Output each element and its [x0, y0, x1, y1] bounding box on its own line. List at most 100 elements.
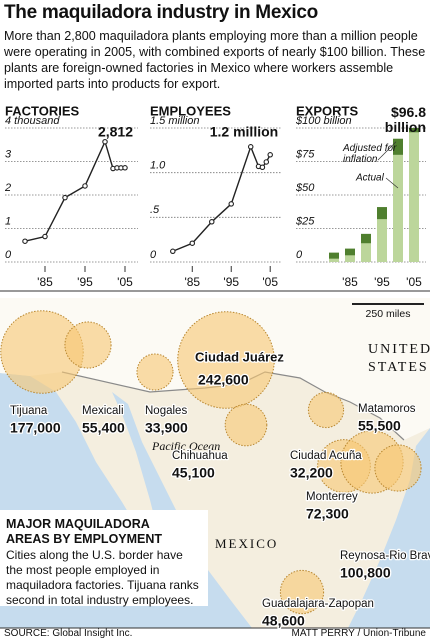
x-tick-label: '95 — [223, 275, 239, 289]
city-value: 242,600 — [198, 372, 249, 388]
city-value: 48,600 — [262, 613, 305, 629]
city-value: 33,900 — [145, 420, 188, 436]
city-name: Ciudad Juárez — [195, 349, 284, 364]
city-value: 45,100 — [172, 465, 215, 481]
box-heading: MAJOR MAQUILADORA AREAS BY EMPLOYMENT — [6, 517, 163, 546]
y-tick-label: .5 — [150, 204, 160, 216]
y-tick-label: 4 thousand — [5, 115, 60, 127]
chart-title: EMPLOYEES — [150, 103, 231, 118]
border — [61, 371, 405, 441]
bar — [377, 219, 387, 262]
point — [263, 159, 270, 165]
bar — [409, 132, 419, 262]
y-tick-label: 0 — [150, 249, 157, 261]
point — [62, 194, 68, 201]
source: SOURCE: Global Insight Inc. — [4, 628, 133, 639]
point — [170, 248, 176, 255]
city-name: Guadalajara-Zapopan — [262, 598, 374, 610]
city-name: Tijuana — [10, 405, 48, 417]
city-value: 55,400 — [82, 420, 125, 436]
value-label: 1.2 million — [210, 124, 278, 140]
y-tick-label: 3 — [5, 148, 12, 160]
city-bubble — [279, 569, 325, 615]
point — [102, 138, 108, 145]
point — [22, 238, 28, 244]
text-line: inflation — [343, 154, 378, 165]
city-name: Nogales — [145, 405, 187, 417]
point — [42, 233, 48, 240]
point — [122, 165, 128, 171]
city-name: Mexicali — [82, 405, 124, 417]
city-name: Chihuahua — [172, 450, 228, 462]
y-tick-label: 1 — [5, 215, 11, 227]
city-bubble — [374, 444, 422, 492]
city-value: 100,800 — [340, 565, 391, 581]
city-bubble — [177, 311, 275, 409]
country-label: MEXICO — [215, 536, 278, 551]
city-bubble — [136, 353, 174, 391]
text-line: $96.8 — [391, 104, 426, 120]
intro: More than 2,800 maquiladora plants emplo… — [4, 29, 426, 91]
city-name: Ciudad Acuña — [290, 450, 362, 462]
line — [24, 139, 126, 242]
y-tick-label: $25 — [295, 215, 315, 227]
chart-title: EXPORTS — [296, 103, 358, 118]
credit: MATT PERRY / Union-Tribune — [291, 628, 427, 639]
city-name: Monterrey — [306, 491, 358, 503]
y-tick-label: 0 — [296, 249, 303, 261]
chart-title: FACTORIES — [5, 103, 79, 118]
ocean-label: Pacific Ocean — [151, 439, 220, 453]
bar — [329, 258, 339, 262]
value-label: 2,812 — [98, 124, 133, 140]
city-value: 72,300 — [306, 506, 349, 522]
y-tick-label: 1.5 million — [150, 115, 200, 127]
leader — [385, 177, 399, 189]
x-tick-label: '05 — [406, 275, 422, 289]
text-box — [0, 510, 208, 606]
x-tick-label: '05 — [117, 275, 133, 289]
scale-label: 250 miles — [366, 308, 411, 320]
city-name: Matamoros — [358, 403, 416, 415]
x-tick-label: '95 — [374, 275, 390, 289]
x-tick-label: '85 — [37, 275, 53, 289]
city-name: Reynosa-Rio Bravo — [340, 550, 430, 562]
leader — [377, 141, 397, 161]
x-tick-label: '05 — [262, 275, 278, 289]
x-tick-label: '85 — [184, 275, 200, 289]
point — [209, 219, 215, 225]
city-value: 177,000 — [10, 420, 61, 436]
legend-label: Actual — [355, 173, 385, 184]
line — [172, 144, 271, 252]
text-line: STATES — [368, 360, 429, 375]
y-tick-label: 1.0 — [150, 160, 166, 172]
point — [228, 201, 234, 207]
point — [247, 144, 254, 150]
bar — [393, 154, 403, 262]
text-line: UNITED — [368, 342, 430, 357]
city-value: 32,200 — [290, 465, 333, 481]
bar — [345, 255, 355, 262]
city-bubble — [224, 403, 268, 447]
y-tick-label: $50 — [295, 182, 315, 194]
title: The maquiladora industry in Mexico — [4, 2, 318, 23]
text-line: Adjusted for — [342, 143, 397, 154]
y-tick-label: 0 — [5, 249, 12, 261]
point — [82, 183, 88, 189]
y-tick-label: 2 — [4, 182, 11, 194]
x-tick-label: '95 — [77, 275, 93, 289]
city-value: 55,500 — [358, 418, 401, 434]
country-label: UNITED STATES — [368, 342, 430, 375]
y-tick-label: $75 — [295, 148, 315, 160]
city-bubble — [307, 391, 345, 429]
text-line: billion — [385, 119, 426, 135]
bar — [361, 243, 371, 262]
box-text: Cities along the U.S. border have the mo… — [6, 548, 199, 607]
y-tick-label: $100 billion — [295, 115, 352, 127]
value-label: $96.8 billion — [385, 104, 426, 135]
legend-label: Adjusted for inflation — [342, 143, 397, 165]
city-bubble — [64, 321, 112, 369]
x-tick-label: '85 — [342, 275, 358, 289]
point — [267, 152, 273, 158]
